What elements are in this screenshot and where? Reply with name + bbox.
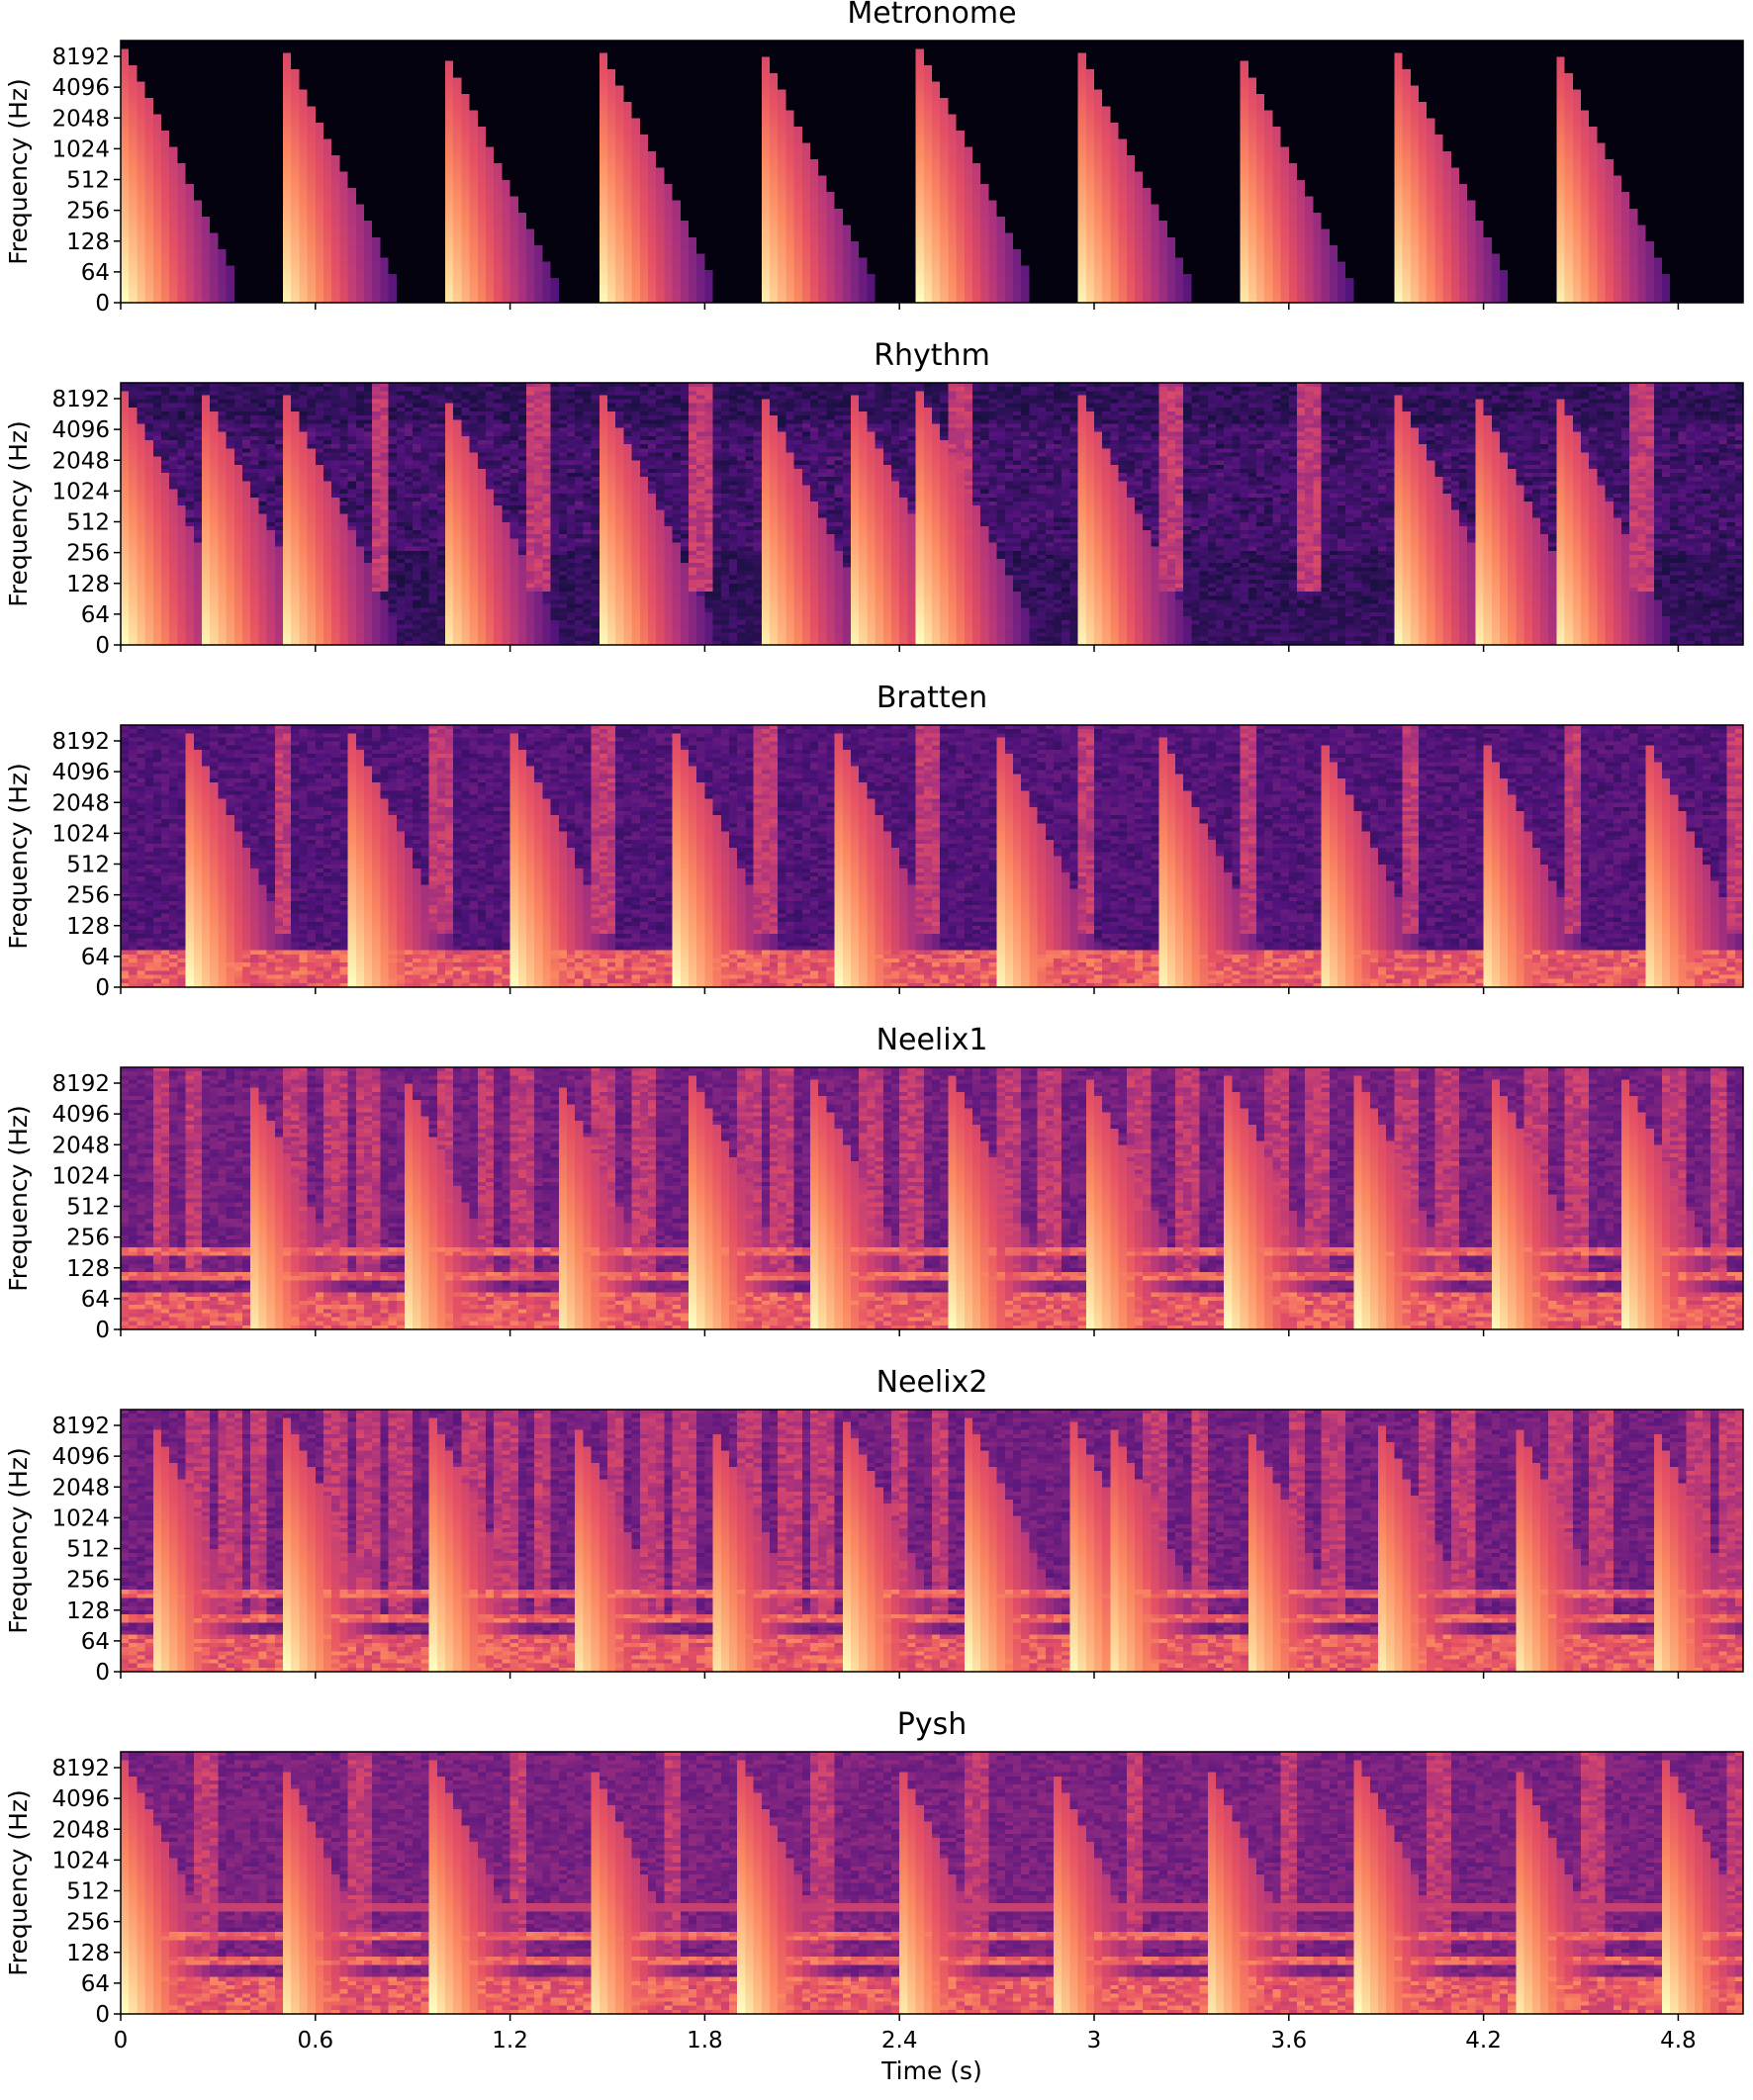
spectrogram-image: [121, 41, 1743, 303]
y-axis-label: Frequency (Hz): [4, 763, 33, 950]
y-axis-label: Frequency (Hz): [4, 1447, 33, 1634]
y-tick-label: 128: [66, 1941, 110, 1966]
y-axis-label: Frequency (Hz): [4, 1105, 33, 1292]
y-tick-label: 8192: [51, 45, 110, 70]
x-tick-label: 4.2: [1465, 2028, 1502, 2054]
y-tick-label: 1024: [51, 137, 110, 162]
y-tick-label: 1024: [51, 479, 110, 504]
y-tick-label: 64: [81, 1629, 110, 1655]
x-tick-label: 1.2: [492, 2028, 528, 2054]
y-tick-label: 1024: [51, 1848, 110, 1873]
x-tick-label: 4.8: [1660, 2028, 1697, 2054]
x-tick-label: 1.8: [687, 2028, 723, 2054]
y-tick-label: 1024: [51, 821, 110, 847]
y-tick-label: 8192: [51, 1414, 110, 1439]
y-tick-label: 8192: [51, 729, 110, 755]
spectrogram-panel-bratten: Bratten 0 64 128 256 512 1024 2048 4096 8192 Frequ…: [4, 681, 1744, 1001]
y-tick-label: 2048: [51, 790, 110, 816]
y-tick-label: 2048: [51, 1475, 110, 1501]
y-tick-label: 4096: [51, 760, 110, 785]
spectrogram-panel-metronome: Metronome 0 64 128 256 512 1024 2048 4096 8192 Fre…: [4, 0, 1744, 317]
y-tick-label: 512: [66, 1195, 110, 1221]
y-tick-label: 256: [66, 1568, 110, 1594]
y-tick-label: 4096: [51, 1786, 110, 1812]
y-tick-label: 256: [66, 883, 110, 909]
y-tick-label: 8192: [51, 1756, 110, 1781]
y-tick-label: 4096: [51, 75, 110, 101]
plot-frame: [120, 1409, 1744, 1673]
y-axis-label: Frequency (Hz): [4, 420, 33, 607]
y-tick-label: 4096: [51, 417, 110, 443]
y-tick-label: 8192: [51, 1071, 110, 1097]
x-tick-label: 0.6: [298, 2028, 334, 2054]
y-tick-label: 128: [66, 1256, 110, 1282]
y-tick-label: 2048: [51, 106, 110, 132]
y-tick-label: 64: [81, 602, 110, 628]
y-tick-label: 2048: [51, 448, 110, 474]
y-tick-label: 512: [66, 1537, 110, 1563]
y-axis-label: Frequency (Hz): [4, 1789, 33, 1976]
y-tick-label: 1024: [51, 1163, 110, 1189]
spectrogram-panel-pysh: Pysh 0 64 128 256 512 1024 2048 4096 8192 Frequenc…: [4, 1707, 1744, 2028]
x-tick-label: 3: [1087, 2028, 1102, 2054]
x-tick-label: 2.4: [881, 2028, 918, 2054]
y-tick-label: 64: [81, 1287, 110, 1313]
y-tick-label: 256: [66, 541, 110, 567]
plot-frame: [120, 382, 1744, 646]
plot-frame: [120, 724, 1744, 988]
panel-title: Neelix2: [876, 1365, 988, 1400]
y-tick-label: 128: [66, 229, 110, 255]
y-tick-label: 512: [66, 510, 110, 536]
panel-title: Bratten: [876, 681, 987, 715]
y-tick-label: 8192: [51, 387, 110, 412]
y-tick-label: 128: [66, 914, 110, 940]
y-tick-label: 0: [95, 2002, 110, 2028]
plot-frame: [120, 1066, 1744, 1330]
panel-title: Pysh: [897, 1707, 968, 1742]
y-tick-label: 64: [81, 945, 110, 970]
panel-title: Neelix1: [876, 1023, 988, 1057]
spectrogram-image: [121, 1752, 1743, 2014]
y-tick-label: 0: [95, 1660, 110, 1686]
spectrogram-panel-neelix1: Neelix1 0 64 128 256 512 1024 2048 4096 8192 Frequ…: [4, 1023, 1744, 1343]
y-tick-label: 512: [66, 853, 110, 878]
y-tick-label: 128: [66, 1598, 110, 1624]
y-axis-label: Frequency (Hz): [4, 78, 33, 265]
y-tick-label: 64: [81, 1971, 110, 1997]
panel-title: Metronome: [847, 0, 1016, 31]
plot-frame: [120, 1751, 1744, 2015]
y-tick-label: 128: [66, 572, 110, 597]
y-tick-label: 4096: [51, 1444, 110, 1470]
plot-frame: [120, 40, 1744, 304]
y-tick-label: 1024: [51, 1506, 110, 1531]
y-tick-label: 256: [66, 199, 110, 225]
panel-title: Rhythm: [874, 338, 990, 373]
y-tick-label: 256: [66, 1910, 110, 1936]
x-tick-label: 0: [114, 2028, 129, 2054]
spectrogram-image: [121, 725, 1743, 987]
spectrogram-image: [121, 1067, 1743, 1329]
spectrogram-image: [121, 383, 1743, 645]
y-tick-label: 512: [66, 168, 110, 194]
y-tick-label: 2048: [51, 1133, 110, 1158]
y-tick-label: 0: [95, 975, 110, 1001]
spectrogram-panel-neelix2: Neelix2 0 64 128 256 512 1024 2048 4096 8192 Frequ…: [4, 1365, 1744, 1686]
y-tick-label: 4096: [51, 1102, 110, 1128]
spectrogram-panel-rhythm: Rhythm 0 64 128 256 512 1024 2048 4096 8192 Freque…: [4, 338, 1744, 659]
y-tick-label: 0: [95, 291, 110, 317]
y-tick-label: 64: [81, 260, 110, 286]
y-tick-label: 2048: [51, 1817, 110, 1843]
spectrogram-image: [121, 1410, 1743, 1672]
y-tick-label: 0: [95, 1318, 110, 1343]
y-tick-label: 256: [66, 1226, 110, 1251]
y-tick-label: 0: [95, 633, 110, 659]
y-tick-label: 512: [66, 1879, 110, 1905]
shared-x-axis: 0 0.6 1.2 1.8 2.4 3 3.6 4.2 4.8 Time (s): [114, 2028, 1697, 2085]
x-axis-label: Time (s): [880, 2056, 982, 2085]
x-tick-label: 3.6: [1271, 2028, 1308, 2054]
